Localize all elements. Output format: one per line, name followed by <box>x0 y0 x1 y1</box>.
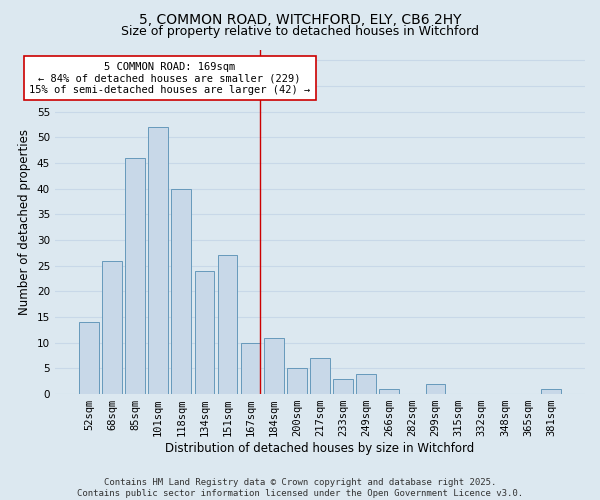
Bar <box>541 389 561 394</box>
Bar <box>287 368 307 394</box>
X-axis label: Distribution of detached houses by size in Witchford: Distribution of detached houses by size … <box>166 442 475 455</box>
Bar <box>264 338 284 394</box>
Text: 5 COMMON ROAD: 169sqm
← 84% of detached houses are smaller (229)
15% of semi-det: 5 COMMON ROAD: 169sqm ← 84% of detached … <box>29 62 310 95</box>
Bar <box>148 127 168 394</box>
Bar <box>333 378 353 394</box>
Bar <box>356 374 376 394</box>
Bar <box>218 256 238 394</box>
Bar <box>194 271 214 394</box>
Bar <box>79 322 98 394</box>
Text: Contains HM Land Registry data © Crown copyright and database right 2025.
Contai: Contains HM Land Registry data © Crown c… <box>77 478 523 498</box>
Bar <box>125 158 145 394</box>
Text: Size of property relative to detached houses in Witchford: Size of property relative to detached ho… <box>121 25 479 38</box>
Y-axis label: Number of detached properties: Number of detached properties <box>18 129 31 315</box>
Text: 5, COMMON ROAD, WITCHFORD, ELY, CB6 2HY: 5, COMMON ROAD, WITCHFORD, ELY, CB6 2HY <box>139 12 461 26</box>
Bar <box>425 384 445 394</box>
Bar <box>310 358 330 394</box>
Bar <box>102 260 122 394</box>
Bar <box>241 342 260 394</box>
Bar <box>172 188 191 394</box>
Bar <box>379 389 399 394</box>
